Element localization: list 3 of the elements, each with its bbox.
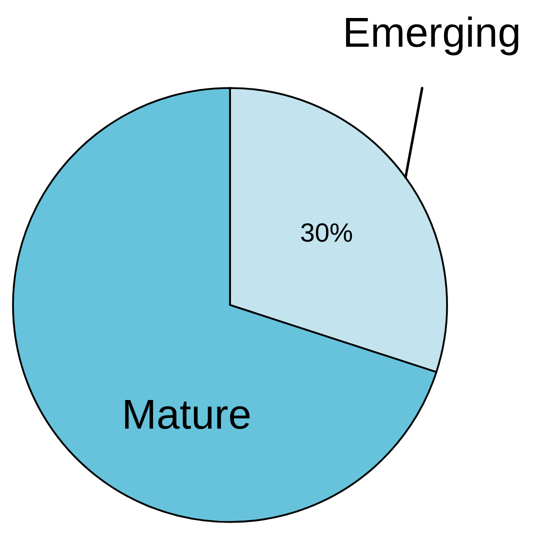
- data-label: 30%: [301, 223, 352, 242]
- slice-label: Emerging: [346, 16, 518, 56]
- slice-label: Mature: [125, 400, 250, 430]
